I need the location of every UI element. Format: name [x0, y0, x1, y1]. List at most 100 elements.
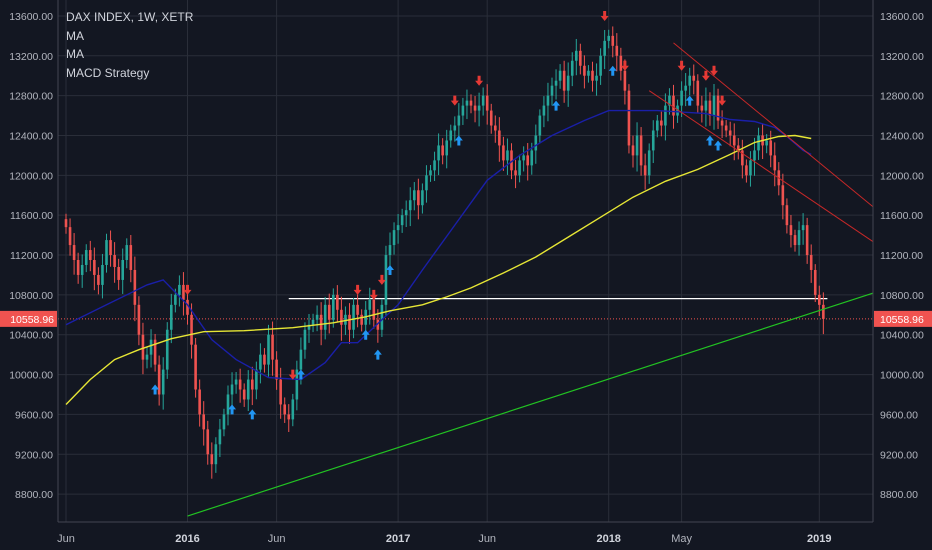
candle [263, 348, 266, 373]
candle-body [514, 170, 517, 176]
candle [749, 151, 752, 187]
candle-body [157, 364, 161, 395]
candle-body [579, 50, 582, 66]
candle [214, 437, 218, 473]
candle-body [502, 145, 505, 161]
candle-body [275, 359, 278, 380]
x-tick-label: 2019 [807, 533, 831, 545]
candle [186, 291, 189, 325]
y-tick-label-right: 11600.00 [880, 210, 923, 222]
candle-body [170, 304, 173, 330]
chart-legend: DAX INDEX, 1W, XETR MA MA MACD Strategy [66, 8, 193, 82]
candle [558, 64, 562, 89]
candle-body [457, 115, 461, 126]
y-tick-label-right: 9200.00 [880, 449, 918, 461]
candle-body [660, 120, 663, 126]
candle-body [773, 155, 777, 171]
candle-body [101, 264, 104, 285]
candle [291, 393, 295, 427]
legend-macd-strategy[interactable]: MACD Strategy [66, 65, 150, 80]
candle-body [769, 140, 772, 156]
current-price-tag-right: 10558.96 [874, 310, 932, 327]
legend-ma-2[interactable]: MA [66, 47, 84, 61]
candle-body [680, 90, 683, 106]
candle-body [801, 225, 805, 231]
candle [271, 321, 274, 376]
x-tick-label: 2017 [386, 533, 410, 545]
candle-body [793, 235, 797, 246]
candle [656, 114, 659, 138]
candle-body [89, 250, 92, 261]
candle-body [615, 45, 619, 56]
candle [400, 208, 404, 233]
sell-signal-arrow [620, 60, 629, 71]
candle-body [643, 165, 647, 176]
candle-body [449, 130, 453, 141]
candle-body [651, 130, 655, 151]
candle [218, 418, 222, 458]
candle-body [283, 404, 286, 415]
candle [453, 116, 457, 142]
candle-body [117, 266, 120, 280]
candle [97, 267, 100, 295]
candle [190, 303, 193, 359]
candle-body [664, 105, 667, 126]
candle-body [388, 245, 392, 256]
candle-body [789, 225, 793, 236]
candle [599, 48, 602, 85]
candle [206, 420, 210, 465]
candle-body [68, 227, 72, 246]
candle-body [704, 100, 708, 111]
candle-body [481, 95, 485, 106]
candle [805, 217, 809, 264]
candle-body [287, 414, 291, 420]
candle-body [141, 334, 145, 360]
candle-body [348, 314, 351, 330]
candle-body [611, 35, 615, 46]
candle [712, 83, 716, 130]
y-tick-label-left: 8800.00 [15, 489, 53, 501]
candle [396, 214, 400, 244]
candle [417, 178, 420, 220]
buy-signal-arrow [373, 349, 382, 360]
candle [506, 138, 509, 175]
candle-body [125, 245, 129, 261]
candle-body [716, 95, 720, 121]
candle [494, 115, 497, 143]
candle [165, 322, 169, 379]
candle [368, 287, 372, 325]
sell-signal-arrow [600, 10, 609, 21]
candle [607, 29, 610, 49]
candle-body [234, 379, 238, 385]
legend-title[interactable]: DAX INDEX, 1W, XETR [66, 10, 194, 24]
candle [579, 43, 582, 75]
candle [242, 383, 246, 407]
legend-ma-1[interactable]: MA [66, 28, 84, 43]
candle [469, 94, 473, 114]
candle [757, 127, 760, 160]
buy-signal-arrow [714, 140, 723, 151]
candle [591, 61, 594, 92]
candle [575, 38, 578, 76]
candle [295, 360, 299, 411]
y-tick-label-right: 9600.00 [880, 409, 918, 421]
candle [356, 294, 359, 328]
sell-signal-arrow [353, 284, 362, 295]
candle-body [805, 225, 809, 256]
candle-body [323, 304, 327, 330]
sell-signal-arrow [718, 95, 727, 106]
candle-body [145, 354, 149, 360]
candle [121, 248, 124, 294]
y-tick-label-right: 12400.00 [880, 130, 924, 142]
candle-body [506, 150, 509, 161]
candle [765, 134, 768, 154]
buy-signal-arrow [608, 65, 617, 76]
candle [526, 143, 529, 181]
candle-body [392, 230, 396, 246]
sell-signal-arrow [450, 95, 459, 106]
candle [84, 244, 88, 273]
candle-body [315, 314, 319, 320]
candle [404, 200, 408, 228]
candle [477, 92, 481, 127]
